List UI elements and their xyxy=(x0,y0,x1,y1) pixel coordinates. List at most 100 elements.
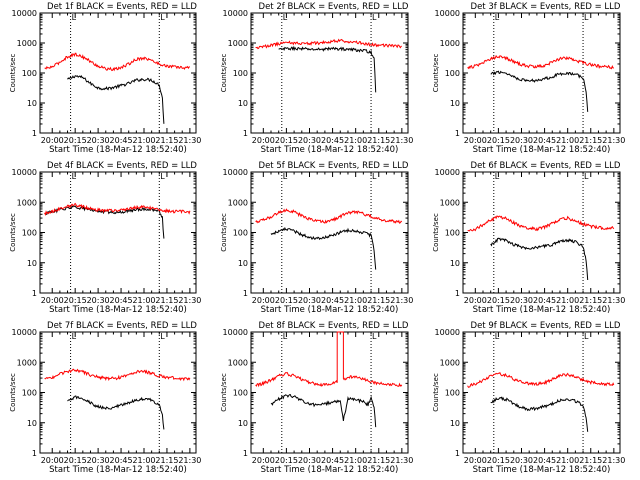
plot-frame xyxy=(250,12,409,134)
x-tick-label: 20:15 xyxy=(487,456,510,465)
y-tick-label: 1000 xyxy=(440,39,460,48)
y-tick-label: 10 xyxy=(27,259,37,268)
y-tick-label: 10 xyxy=(238,419,248,428)
x-tick-label: 20:45 xyxy=(110,136,133,145)
x-tick-label: 21:00 xyxy=(344,456,367,465)
time-marker-label: L xyxy=(495,13,500,22)
lld-series-line xyxy=(255,331,403,388)
y-tick-label: 10 xyxy=(27,419,37,428)
x-tick-label: 20:45 xyxy=(321,456,344,465)
events-series-line xyxy=(278,45,377,93)
y-tick-label: 1 xyxy=(455,289,460,298)
x-axis-label: Start Time (18-Mar-12 18:52:40) xyxy=(473,465,611,475)
y-tick-label: 1000 xyxy=(440,358,460,367)
time-marker-label: L xyxy=(584,172,589,181)
time-marker-label: L xyxy=(283,13,288,22)
x-tick-label: 20:30 xyxy=(510,296,533,305)
y-axis-label: Counts/sec xyxy=(9,54,17,93)
chart-title: Det 1f BLACK = Events, RED = LLD xyxy=(47,2,197,12)
x-tick-label: 20:45 xyxy=(533,136,556,145)
events-series-line xyxy=(270,226,377,270)
plot-frame xyxy=(39,171,197,294)
x-tick-label: 20:00 xyxy=(252,456,275,465)
x-tick-label: 20:30 xyxy=(87,456,110,465)
x-tick-label: 20:30 xyxy=(298,136,321,145)
chart-title: Det 9f BLACK = Events, RED = LLD xyxy=(471,321,621,331)
events-series-line xyxy=(490,237,589,281)
y-tick-label: 100 xyxy=(233,389,248,398)
x-tick-label: 21:30 xyxy=(178,136,201,145)
y-axis-label: Counts/sec xyxy=(432,373,440,412)
y-axis-label: Counts/sec xyxy=(220,373,228,412)
y-tick-label: 100 xyxy=(445,69,460,78)
y-tick-label: 10 xyxy=(238,99,248,108)
x-tick-label: 20:45 xyxy=(321,136,344,145)
y-tick-label: 1 xyxy=(243,289,248,298)
plot-frame xyxy=(250,331,409,454)
y-tick-label: 10000 xyxy=(435,328,460,337)
time-marker-label: L xyxy=(372,13,377,22)
x-tick-label: 20:30 xyxy=(87,136,110,145)
y-tick-label: 1000 xyxy=(17,198,37,207)
plot-frame xyxy=(39,331,197,454)
y-tick-label: 100 xyxy=(22,229,37,238)
chart-title: Det 7f BLACK = Events, RED = LLD xyxy=(47,321,197,331)
x-tick-label: 21:00 xyxy=(132,136,155,145)
x-tick-label: 20:45 xyxy=(533,296,556,305)
y-tick-label: 1 xyxy=(243,449,248,458)
x-tick-label: 21:30 xyxy=(390,456,413,465)
x-tick-label: 20:30 xyxy=(298,456,321,465)
chart-title: Det 8f BLACK = Events, RED = LLD xyxy=(259,321,409,331)
y-tick-label: 1 xyxy=(32,449,37,458)
chart-panel-7: Det 7f BLACK = Events, RED = LLD 1 10 100 10… xyxy=(9,321,201,475)
events-series-line xyxy=(490,70,589,112)
x-tick-label: 21:30 xyxy=(178,296,201,305)
y-tick-label: 10000 xyxy=(435,168,460,177)
y-tick-label: 1 xyxy=(243,129,248,138)
events-series-line xyxy=(490,396,589,432)
time-marker-label: L xyxy=(584,332,589,341)
x-tick-label: 20:15 xyxy=(64,136,87,145)
y-tick-label: 10000 xyxy=(223,328,248,337)
lld-series-line xyxy=(44,52,191,72)
x-tick-label: 20:00 xyxy=(41,456,64,465)
y-tick-label: 1 xyxy=(455,129,460,138)
y-axis-label: Counts/sec xyxy=(220,54,228,93)
y-axis-label: Counts/sec xyxy=(432,54,440,93)
lld-series-line xyxy=(467,215,615,232)
x-tick-label: 21:30 xyxy=(178,456,201,465)
y-tick-label: 10 xyxy=(450,99,460,108)
plot-frame xyxy=(39,12,197,134)
chart-panel-1: Det 1f BLACK = Events, RED = LLD 1 10 100 10… xyxy=(9,2,201,155)
events-series-line xyxy=(67,75,165,124)
chart-panel-2: Det 2f BLACK = Events, RED = LLD 1 10 100 10… xyxy=(220,2,413,155)
x-tick-label: 20:15 xyxy=(64,456,87,465)
y-tick-label: 1 xyxy=(32,289,37,298)
x-tick-label: 21:15 xyxy=(155,296,178,305)
y-tick-label: 1000 xyxy=(17,39,37,48)
plot-frame xyxy=(250,171,409,294)
x-tick-label: 21:15 xyxy=(155,456,178,465)
y-axis-label: Counts/sec xyxy=(432,213,440,252)
y-axis-label: Counts/sec xyxy=(9,373,17,412)
y-tick-label: 100 xyxy=(22,389,37,398)
y-tick-label: 10000 xyxy=(223,9,248,18)
time-marker-label: L xyxy=(283,172,288,181)
x-tick-label: 21:00 xyxy=(556,456,579,465)
y-tick-label: 10000 xyxy=(12,168,37,177)
x-tick-label: 21:15 xyxy=(579,456,602,465)
x-axis-label: Start Time (18-Mar-12 18:52:40) xyxy=(261,305,399,315)
lld-series-line xyxy=(44,368,191,382)
x-tick-label: 20:45 xyxy=(110,296,133,305)
x-tick-label: 20:00 xyxy=(41,136,64,145)
time-marker-label: L xyxy=(495,332,500,341)
y-tick-label: 10000 xyxy=(12,328,37,337)
x-axis-label: Start Time (18-Mar-12 18:52:40) xyxy=(473,305,611,315)
time-marker-label: L xyxy=(72,332,77,341)
x-tick-label: 21:30 xyxy=(390,136,413,145)
time-marker-label: L xyxy=(72,13,77,22)
events-series-line xyxy=(44,205,165,239)
chart-title: Det 2f BLACK = Events, RED = LLD xyxy=(259,2,409,12)
x-tick-label: 20:15 xyxy=(487,296,510,305)
x-tick-label: 20:15 xyxy=(275,456,298,465)
